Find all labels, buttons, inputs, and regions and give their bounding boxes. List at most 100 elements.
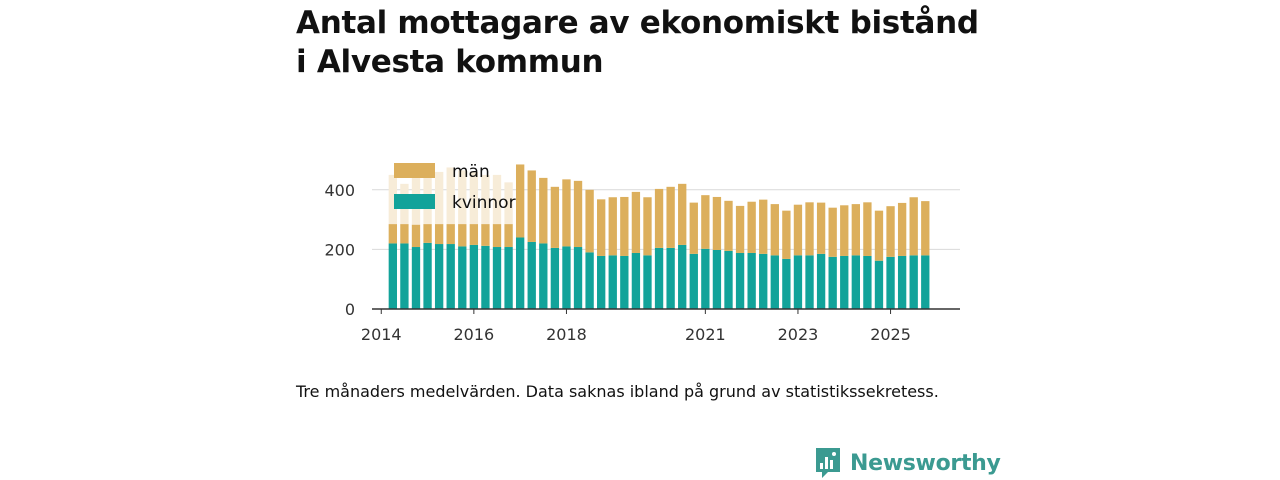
bar-kvinnor [654, 247, 664, 309]
bar-man-missing [481, 174, 490, 225]
bar-kvinnor [446, 244, 455, 309]
bar-kvinnor [724, 250, 733, 309]
bar-man [921, 201, 930, 256]
bar-kvinnor [759, 253, 768, 309]
x-tick-label: 2025 [870, 325, 911, 344]
bar-man [458, 224, 467, 247]
bar-man-missing [469, 171, 479, 225]
bar-man-missing [434, 171, 444, 225]
bar-kvinnor [712, 249, 722, 309]
y-tick-label: 0 [345, 300, 355, 319]
bar-man [388, 224, 398, 244]
bar-kvinnor [782, 258, 791, 309]
bar-man [689, 202, 698, 254]
bar-man [597, 199, 606, 256]
bar-man [701, 195, 710, 249]
legend-label: män [452, 162, 490, 182]
bar-kvinnor [863, 255, 872, 309]
bar-man [434, 224, 444, 245]
bar-kvinnor [678, 244, 687, 309]
bar-kvinnor [735, 252, 745, 309]
bar-man [608, 197, 617, 256]
bar-kvinnor [388, 243, 398, 309]
bar-kvinnor [481, 245, 490, 309]
bar-man-missing [446, 167, 455, 225]
bar-kvinnor [539, 243, 548, 309]
bar-man [411, 224, 421, 248]
bar-kvinnor [423, 242, 432, 309]
bar-kvinnor [411, 247, 421, 309]
bar-man [909, 197, 918, 256]
bar-kvinnor [400, 243, 409, 309]
bar-man [481, 224, 490, 246]
bar-man [400, 224, 409, 244]
bar-man-missing [458, 170, 467, 225]
chart-title-line-2: i Alvesta kommun [296, 44, 604, 80]
x-tick-label: 2018 [546, 325, 587, 344]
bar-man [770, 204, 779, 256]
chart-caption: Tre månaders medelvärden. Data saknas ib… [296, 382, 939, 401]
bar-man [747, 201, 756, 253]
bar-kvinnor [770, 255, 779, 309]
bar-kvinnor [886, 256, 895, 309]
brand-logo[interactable]: Newsworthy [814, 446, 1001, 480]
bar-man [712, 196, 722, 250]
bar-man [423, 224, 432, 243]
bar-man [504, 224, 513, 248]
bar-kvinnor [701, 248, 710, 309]
bar-man [886, 206, 895, 257]
bar-man [539, 177, 548, 244]
legend-swatch [394, 163, 435, 178]
bar-man-missing [492, 174, 502, 225]
bar-kvinnor [689, 253, 698, 309]
bar-kvinnor [434, 244, 444, 309]
bar-man [793, 204, 803, 256]
bar-kvinnor [492, 247, 502, 309]
bar-kvinnor [504, 247, 513, 309]
bar-man [666, 186, 675, 248]
bar-man [562, 179, 571, 247]
bar-man [654, 188, 664, 248]
brand-name: Newsworthy [850, 450, 1001, 476]
y-tick-label: 200 [324, 240, 355, 259]
bar-man [851, 204, 860, 256]
bar-kvinnor [597, 255, 606, 309]
bar-kvinnor [550, 247, 560, 309]
bar-man [585, 189, 594, 253]
bar-man [620, 196, 629, 256]
bar-man [515, 164, 525, 238]
bar-kvinnor [921, 255, 930, 309]
x-tick-label: 2021 [685, 325, 726, 344]
bar-kvinnor [608, 255, 617, 309]
bar-man [840, 205, 849, 256]
bar-kvinnor [793, 255, 803, 309]
bar-man [643, 197, 652, 256]
bar-man [446, 224, 455, 245]
bar-man-missing [388, 174, 398, 225]
bar-man [828, 207, 837, 257]
legend-label: kvinnor [452, 193, 516, 213]
bar-kvinnor [909, 255, 918, 309]
bar-kvinnor [874, 260, 884, 309]
bar-man [573, 180, 583, 248]
x-tick-label: 2016 [453, 325, 494, 344]
bar-kvinnor [620, 255, 629, 309]
bar-man [863, 202, 872, 256]
bar-kvinnor [851, 255, 860, 309]
bar-man [759, 199, 768, 254]
bar-kvinnor [816, 253, 826, 309]
bar-kvinnor [631, 252, 641, 309]
bar-man [782, 210, 791, 259]
bar-man [631, 191, 641, 253]
bar-kvinnor [458, 246, 467, 309]
bar-kvinnor [840, 255, 849, 309]
bar-kvinnor [805, 255, 814, 309]
bar-kvinnor [515, 237, 525, 309]
bar-chart: 0 200 400 2014 2016 2018 2021 2023 2025 män kvinno… [324, 162, 960, 344]
bar-man [469, 224, 479, 245]
bar-man-missing [504, 182, 513, 225]
x-tick-label: 2023 [778, 325, 819, 344]
bar-kvinnor [573, 247, 583, 309]
bar-man [874, 210, 884, 261]
bar-man [492, 224, 502, 248]
